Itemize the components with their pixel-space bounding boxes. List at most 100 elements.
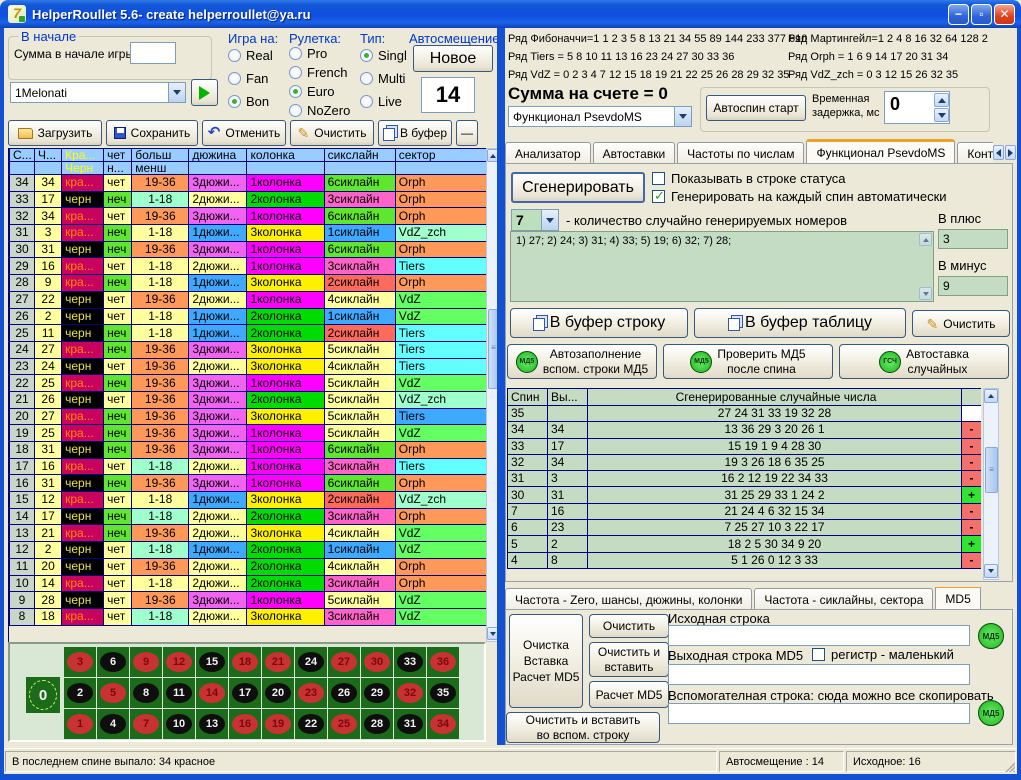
close-button[interactable]: ✕ <box>994 3 1015 25</box>
start-sum-input[interactable] <box>130 42 176 64</box>
bet-number-36[interactable]: 36 <box>427 647 459 677</box>
bet-number-14[interactable]: 14 <box>196 678 228 708</box>
bet-number-33[interactable]: 33 <box>394 647 426 677</box>
maximize-button[interactable]: ▫ <box>971 3 992 25</box>
radio-bon[interactable]: Bon <box>228 94 269 109</box>
bet-zero-cell[interactable]: 0 <box>26 677 60 713</box>
toolbar-copy-icon-button[interactable]: В буфер <box>378 120 452 146</box>
bet-number-32[interactable]: 32 <box>394 678 426 708</box>
bet-number-5[interactable]: 5 <box>97 678 129 708</box>
bet-number-22[interactable]: 22 <box>295 709 327 739</box>
bet-number-27[interactable]: 27 <box>328 647 360 677</box>
bet-number-31[interactable]: 31 <box>394 709 426 739</box>
toolbar-undo-icon-button[interactable]: ↶ Отменить <box>202 120 286 146</box>
radio-nozero[interactable]: NoZero <box>289 103 350 118</box>
toolbar-folder-open-icon-button[interactable]: Загрузить <box>8 120 102 146</box>
memo-scroll-down-icon[interactable] <box>919 287 932 300</box>
radio-pro[interactable]: Pro <box>289 46 327 61</box>
chevron-down-icon[interactable] <box>541 210 558 230</box>
count-combo[interactable]: 7 <box>511 209 559 231</box>
bet-number-28[interactable]: 28 <box>361 709 393 739</box>
tab-scroll-left-icon[interactable] <box>993 145 1004 160</box>
scroll-down-icon[interactable] <box>984 564 998 578</box>
autoshift-new-button[interactable]: Новое <box>413 45 493 72</box>
md5-clear-insert-aux-button[interactable]: Очистить и вставить во вспом. строку <box>506 712 660 743</box>
radio-singl[interactable]: Singl <box>360 48 407 63</box>
bet-number-19[interactable]: 19 <box>262 709 294 739</box>
bet-number-34[interactable]: 34 <box>427 709 459 739</box>
bet-number-4[interactable]: 4 <box>97 709 129 739</box>
title-bar[interactable]: 7 HelperRoullet 5.6- create helperroulle… <box>0 0 1021 28</box>
generate-button[interactable]: Сгенерировать <box>511 172 645 203</box>
bet-number-18[interactable]: 18 <box>229 647 261 677</box>
spinner-up-icon[interactable] <box>934 93 949 107</box>
bet-number-25[interactable]: 25 <box>328 709 360 739</box>
radio-french[interactable]: French <box>289 65 347 80</box>
copy-row-button[interactable]: В буфер строку <box>510 308 688 338</box>
tab-top-4[interactable]: Контроль банкро <box>957 142 993 164</box>
bet-number-3[interactable]: 3 <box>64 647 96 677</box>
generated-memo[interactable]: 1) 27; 2) 24; 3) 31; 4) 33; 5) 19; 6) 32… <box>510 231 934 302</box>
md5-copy-icon-button[interactable]: МД5 <box>978 700 1004 726</box>
bet-number-35[interactable]: 35 <box>427 678 459 708</box>
tab-top-3[interactable]: Функционал PsevdoMS <box>806 139 956 164</box>
autospin-start-button[interactable]: Автоспин старт <box>706 95 806 121</box>
tab-top-2[interactable]: Частоты по числам <box>677 142 805 164</box>
chevron-down-icon[interactable] <box>674 107 691 126</box>
bet-number-15[interactable]: 15 <box>196 647 228 677</box>
tab-bottom-2[interactable]: MD5 <box>935 587 981 610</box>
md5-clear-insert-button[interactable]: Очистить и вставить <box>589 642 669 677</box>
memo-scroll-up-icon[interactable] <box>919 233 932 246</box>
play-button[interactable] <box>191 79 218 106</box>
toolbar-brush-icon-button[interactable]: ✎ Очистить <box>290 120 374 146</box>
source-string-input[interactable] <box>668 625 970 646</box>
md5-big-button[interactable]: Очистка Вставка Расчет MD5 <box>509 614 583 708</box>
tab-bottom-0[interactable]: Частота - Zero, шансы, дюжины, колонки <box>505 588 753 610</box>
minimize-button[interactable]: − <box>948 3 969 25</box>
bet-number-30[interactable]: 30 <box>361 647 393 677</box>
profile-combo[interactable]: 1Melonati <box>10 82 186 103</box>
toolbar-save-icon-button[interactable]: Сохранить <box>106 120 198 146</box>
tab-bottom-1[interactable]: Частота - сиклайны, сектора <box>754 588 934 610</box>
md5-calc-button[interactable]: Расчет MD5 <box>589 681 669 708</box>
chevron-down-icon[interactable] <box>168 83 185 102</box>
bet-number-13[interactable]: 13 <box>196 709 228 739</box>
radio-euro[interactable]: Euro <box>289 84 334 99</box>
register-checkbox[interactable] <box>812 648 825 661</box>
spinner-down-icon[interactable] <box>934 108 949 122</box>
resize-grip[interactable] <box>1005 762 1015 772</box>
radio-real[interactable]: Real <box>228 48 273 63</box>
bet-number-2[interactable]: 2 <box>64 678 96 708</box>
radio-fan[interactable]: Fan <box>228 71 268 86</box>
scroll-up-icon[interactable] <box>984 389 998 403</box>
radio-multi[interactable]: Multi <box>360 71 405 86</box>
tab-top-1[interactable]: Автоставки <box>592 142 676 164</box>
spins-scroll-thumb[interactable]: ≡ <box>985 447 998 493</box>
spins-scrollbar[interactable]: ≡ <box>983 388 999 580</box>
out-string-input[interactable] <box>668 664 970 685</box>
bet-number-26[interactable]: 26 <box>328 678 360 708</box>
bet-number-20[interactable]: 20 <box>262 678 294 708</box>
bet-number-12[interactable]: 12 <box>163 647 195 677</box>
bet-number-10[interactable]: 10 <box>163 709 195 739</box>
bet-number-24[interactable]: 24 <box>295 647 327 677</box>
bet-number-23[interactable]: 23 <box>295 678 327 708</box>
radio-live[interactable]: Live <box>360 94 402 109</box>
copy-table-button[interactable]: В буфер таблицу <box>694 308 906 338</box>
auto-random-button[interactable]: ГСЧ Автоставка случайных <box>839 344 1009 379</box>
md5-autofill-button[interactable]: МД5 Автозаполнение вспом. строки МД5 <box>507 344 657 379</box>
aux-string-input[interactable] <box>668 703 970 724</box>
auto-generate-checkbox[interactable] <box>652 188 665 204</box>
clear-generated-button[interactable]: ✎ Очистить <box>912 310 1010 337</box>
bet-number-11[interactable]: 11 <box>163 678 195 708</box>
bet-number-29[interactable]: 29 <box>361 678 393 708</box>
tab-top-0[interactable]: Анализатор <box>505 142 591 164</box>
toolbar-minus-button[interactable]: — <box>456 120 478 146</box>
bet-number-17[interactable]: 17 <box>229 678 261 708</box>
bet-number-7[interactable]: 7 <box>130 709 162 739</box>
tab-scroll-right-icon[interactable] <box>1005 145 1016 160</box>
md5-calc-icon-button[interactable]: МД5 <box>978 623 1004 649</box>
functional-combo[interactable]: Функционал PsevdoMS <box>508 106 692 127</box>
md5-clear-button[interactable]: Очистить <box>589 614 669 638</box>
show-status-checkbox[interactable] <box>652 172 665 185</box>
